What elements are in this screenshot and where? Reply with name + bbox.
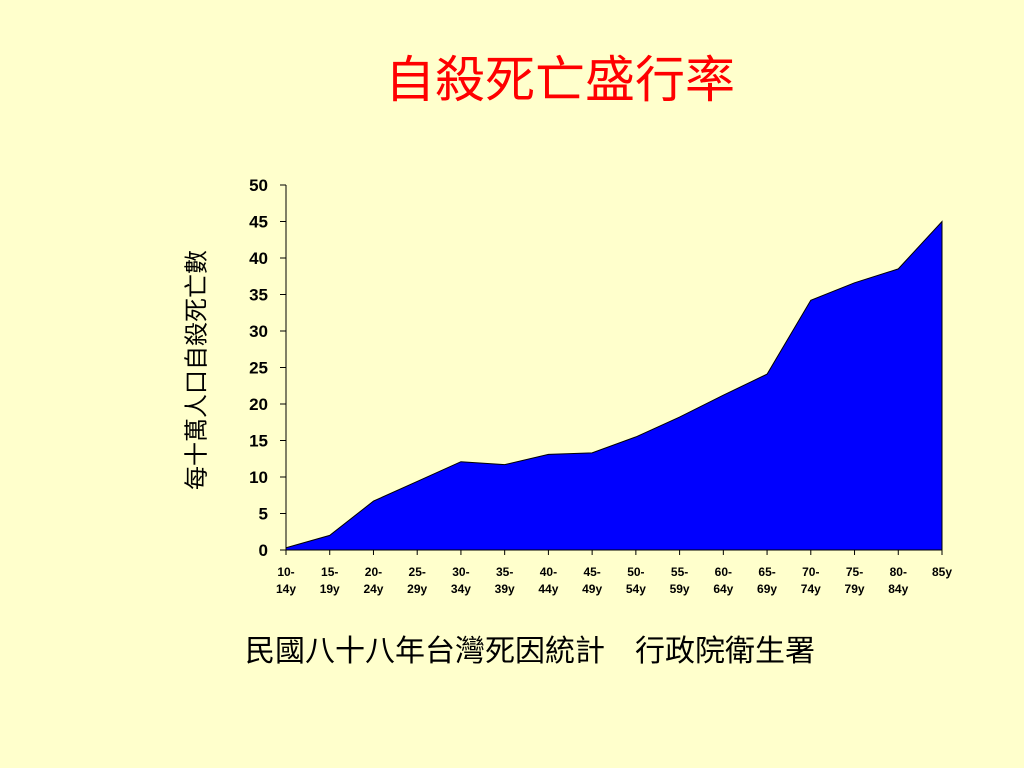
y-tick-label: 25 [249,359,268,378]
x-tick-label: 60-64y [713,565,733,596]
source-caption: 民國八十八年台灣死因統計 行政院衛生署 [245,634,815,669]
y-tick-label: 45 [249,213,268,232]
x-tick-label: 75-79y [845,565,865,596]
x-tick-label: 15-19y [320,565,340,596]
x-tick-label: 40-44y [538,565,558,596]
x-tick-label: 65-69y [757,565,777,596]
y-tick-label: 35 [249,286,268,305]
x-tick-label: 70-74y [801,565,821,596]
x-tick-label: 80-84y [888,565,908,596]
y-tick-label: 10 [249,468,268,487]
x-tick-label: 30-34y [451,565,471,596]
x-tick-label: 55-59y [670,565,690,596]
series-area [285,220,943,551]
y-tick-label: 50 [249,176,268,195]
x-tick-label: 20-24y [363,565,383,596]
x-tick-label: 35-39y [495,565,515,596]
x-tick-label: 25-29y [407,565,427,596]
x-tick-label: 45-49y [582,565,602,596]
x-tick-label: 10-14y [276,565,296,596]
y-tick-label: 40 [249,249,268,268]
y-tick-label: 15 [249,432,268,451]
slide-title: 自殺死亡盛行率 [385,51,735,109]
y-tick-label: 0 [259,541,268,560]
y-tick-label: 30 [249,322,268,341]
x-tick-label: 85y [932,565,952,579]
y-tick-label: 5 [259,505,268,524]
y-tick-label: 20 [249,395,268,414]
x-tick-label: 50-54y [626,565,646,596]
